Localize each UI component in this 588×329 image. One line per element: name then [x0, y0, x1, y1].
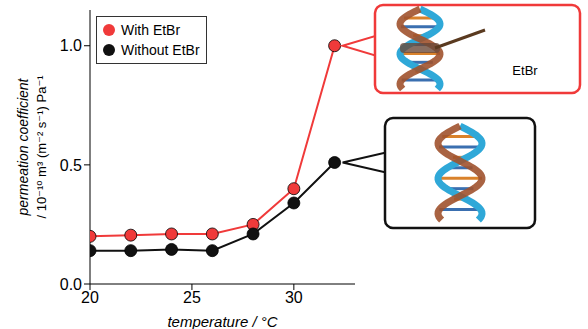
svg-text:25: 25	[183, 289, 201, 306]
svg-text:0.0: 0.0	[60, 276, 82, 293]
svg-text:20: 20	[81, 289, 99, 306]
svg-text:30: 30	[285, 289, 303, 306]
svg-text:1.0: 1.0	[60, 37, 82, 54]
html-text:Without EtBr: Without EtBr	[121, 42, 200, 58]
html-text:With EtBr: With EtBr	[121, 22, 181, 38]
svg-text:/ 10⁻¹⁰ m³ (m⁻² s⁻¹) Pa⁻¹: / 10⁻¹⁰ m³ (m⁻² s⁻¹) Pa⁻¹	[34, 75, 49, 219]
svg-text:temperature / °C: temperature / °C	[167, 313, 277, 329]
svg-text:0.5: 0.5	[60, 157, 82, 174]
svg-text:EtBr: EtBr	[512, 63, 538, 78]
svg-text:permeation coefficient: permeation coefficient	[15, 77, 31, 216]
